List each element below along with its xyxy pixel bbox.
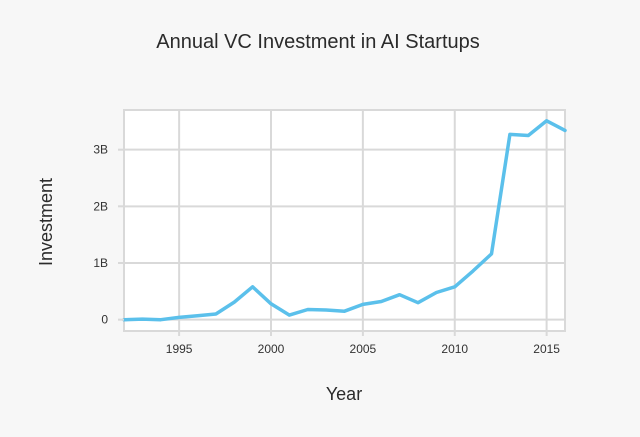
y-tick-label: 3B <box>93 143 108 157</box>
y-axis-ticks: 0 1B 2B 3B <box>93 143 124 327</box>
chart-title: Annual VC Investment in AI Startups <box>156 31 480 53</box>
series-line <box>122 119 567 322</box>
x-axis-ticks: 1995 2000 2005 2010 2015 <box>166 331 560 356</box>
y-gridlines <box>124 148 565 321</box>
x-tick-label: 1995 <box>166 342 193 356</box>
y-axis-label: Investment <box>36 178 56 266</box>
x-axis-label: Year <box>326 384 362 404</box>
y-tick-label: 2B <box>93 199 108 213</box>
x-gridlines <box>178 110 548 331</box>
y-tick-label: 1B <box>93 256 108 270</box>
y-tick-label: 0 <box>101 313 108 327</box>
plot-background <box>123 109 566 332</box>
x-tick-label: 2005 <box>350 342 377 356</box>
x-tick-label: 2015 <box>533 342 560 356</box>
x-tick-label: 2000 <box>258 342 285 356</box>
x-tick-label: 2010 <box>441 342 468 356</box>
plot-area <box>122 109 567 332</box>
series-group <box>122 119 567 322</box>
